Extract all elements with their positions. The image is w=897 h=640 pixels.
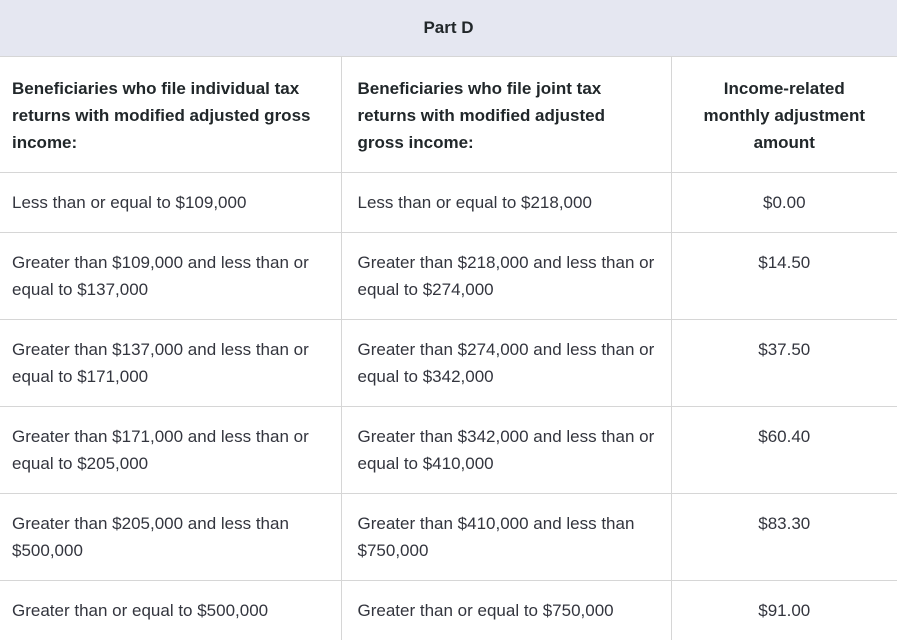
table-title-row: Part D: [0, 0, 897, 57]
cell-adjustment-amount: $83.30: [670, 493, 897, 581]
column-header-joint-returns: Beneficiaries who file joint tax returns…: [340, 56, 671, 173]
cell-joint-income: Greater than $218,000 and less than or e…: [340, 232, 671, 320]
table-row: Greater than $109,000 and less than or e…: [0, 232, 897, 320]
table-row: Less than or equal to $109,000 Less than…: [0, 172, 897, 233]
cell-individual-income: Greater than $109,000 and less than or e…: [0, 232, 341, 320]
cell-individual-income: Less than or equal to $109,000: [0, 172, 341, 233]
column-header-adjustment-amount: Income-related monthly adjustment amount: [670, 56, 897, 173]
table-header-row: Beneficiaries who file individual tax re…: [0, 56, 897, 173]
cell-individual-income: Greater than $205,000 and less than $500…: [0, 493, 341, 581]
cell-adjustment-amount: $91.00: [670, 580, 897, 640]
cell-adjustment-amount: $37.50: [670, 319, 897, 407]
table-row: Greater than $205,000 and less than $500…: [0, 493, 897, 581]
cell-individual-income: Greater than or equal to $500,000: [12, 600, 269, 620]
cell-joint-income: Greater than $342,000 and less than or e…: [340, 406, 671, 494]
table-row: Greater than or equal to $500,000 Greate…: [0, 580, 897, 640]
cell-adjustment-amount: $0.00: [670, 172, 897, 233]
table-title: Part D: [0, 0, 897, 57]
table-row: Greater than $137,000 and less than or e…: [0, 319, 897, 407]
cell-adjustment-amount: $14.50: [670, 232, 897, 320]
cell-joint-income: Less than or equal to $218,000: [340, 172, 671, 233]
cell-joint-income: Greater than or equal to $750,000: [340, 580, 671, 640]
cell-adjustment-amount: $60.40: [670, 406, 897, 494]
cell-joint-income: Greater than $410,000 and less than $750…: [340, 493, 671, 581]
cell-individual-income: Greater than $171,000 and less than or e…: [0, 406, 341, 494]
cell-joint-income: Greater than $274,000 and less than or e…: [340, 319, 671, 407]
table-row: Greater than $171,000 and less than or e…: [0, 406, 897, 494]
cell-individual-income: Greater than $137,000 and less than or e…: [0, 319, 341, 407]
column-header-individual-returns: Beneficiaries who file individual tax re…: [0, 56, 341, 173]
